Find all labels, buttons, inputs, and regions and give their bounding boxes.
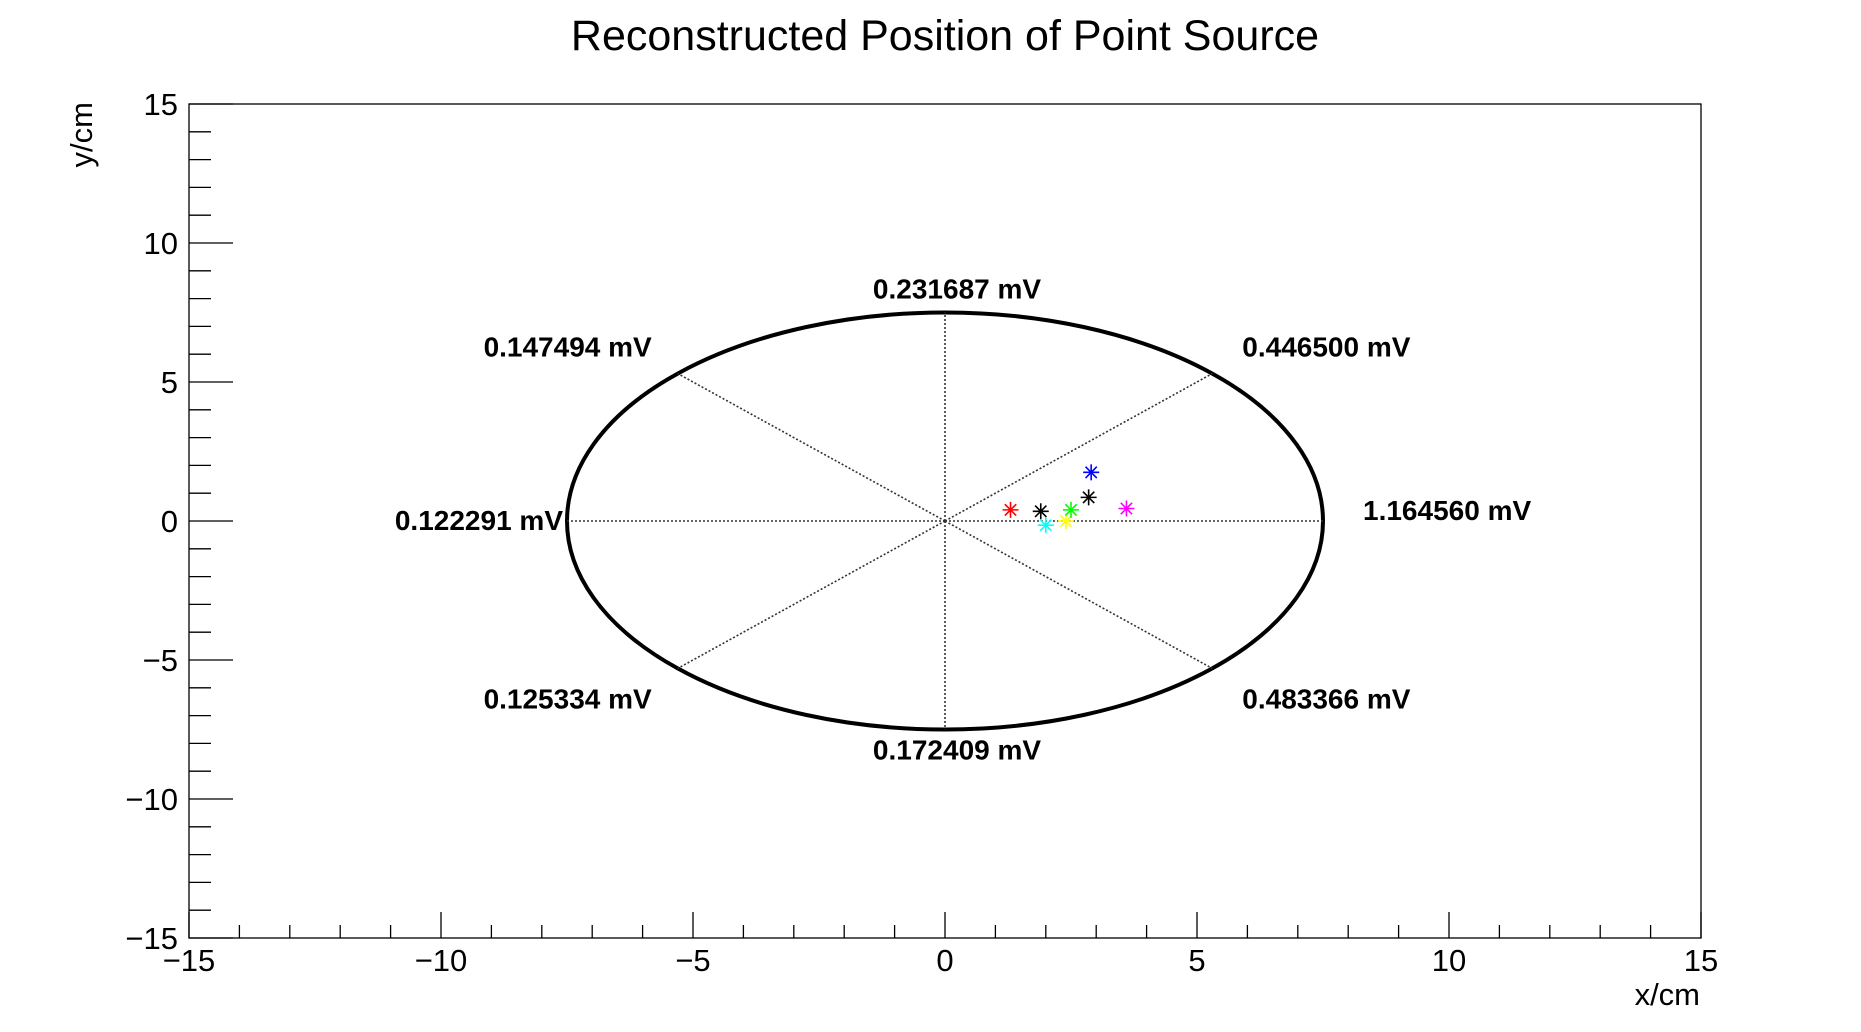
channel-voltage-label: 0.446500 mV (1242, 332, 1410, 363)
data-point (1063, 501, 1079, 518)
channel-voltage-label: 0.147494 mV (484, 332, 652, 363)
channel-voltage-label: 0.231687 mV (873, 274, 1041, 305)
channel-voltage-label: 0.172409 mV (873, 735, 1041, 766)
x-tick-label: −5 (675, 943, 710, 978)
data-point (1080, 489, 1097, 506)
x-tick-label: 0 (936, 943, 953, 978)
y-tick-label: 0 (161, 504, 178, 539)
y-tick-label: −10 (125, 782, 178, 817)
y-tick-label: −5 (143, 643, 178, 678)
channel-voltage-label: 0.483366 mV (1242, 683, 1410, 714)
y-tick-label: −15 (125, 921, 178, 956)
x-tick-label: −10 (415, 943, 468, 978)
x-tick-label: 10 (1432, 943, 1466, 978)
data-point (1118, 500, 1135, 517)
channel-spoke (944, 372, 1213, 522)
data-point (1037, 517, 1054, 534)
y-tick-label: 15 (144, 87, 178, 122)
x-tick-label: 15 (1684, 943, 1718, 978)
data-point (1002, 501, 1019, 518)
channel-voltage-label: 0.125334 mV (484, 683, 652, 714)
data-point (1032, 503, 1049, 520)
chart-title: Reconstructed Position of Point Source (571, 12, 1319, 60)
y-tick-label: 10 (144, 226, 178, 261)
channel-spoke (677, 372, 946, 522)
y-axis-title: y/cm (64, 102, 99, 167)
x-axis-title: x/cm (1635, 977, 1700, 1012)
channel-spoke (677, 520, 946, 670)
x-tick-label: 5 (1188, 943, 1205, 978)
y-tick-label: 5 (161, 365, 178, 400)
data-point (1083, 464, 1100, 481)
channel-voltage-label: 0.122291 mV (395, 505, 563, 536)
channel-voltage-label: 1.164560 mV (1363, 495, 1531, 526)
x-tick-label: −15 (163, 943, 216, 978)
channel-spoke (944, 520, 1213, 670)
